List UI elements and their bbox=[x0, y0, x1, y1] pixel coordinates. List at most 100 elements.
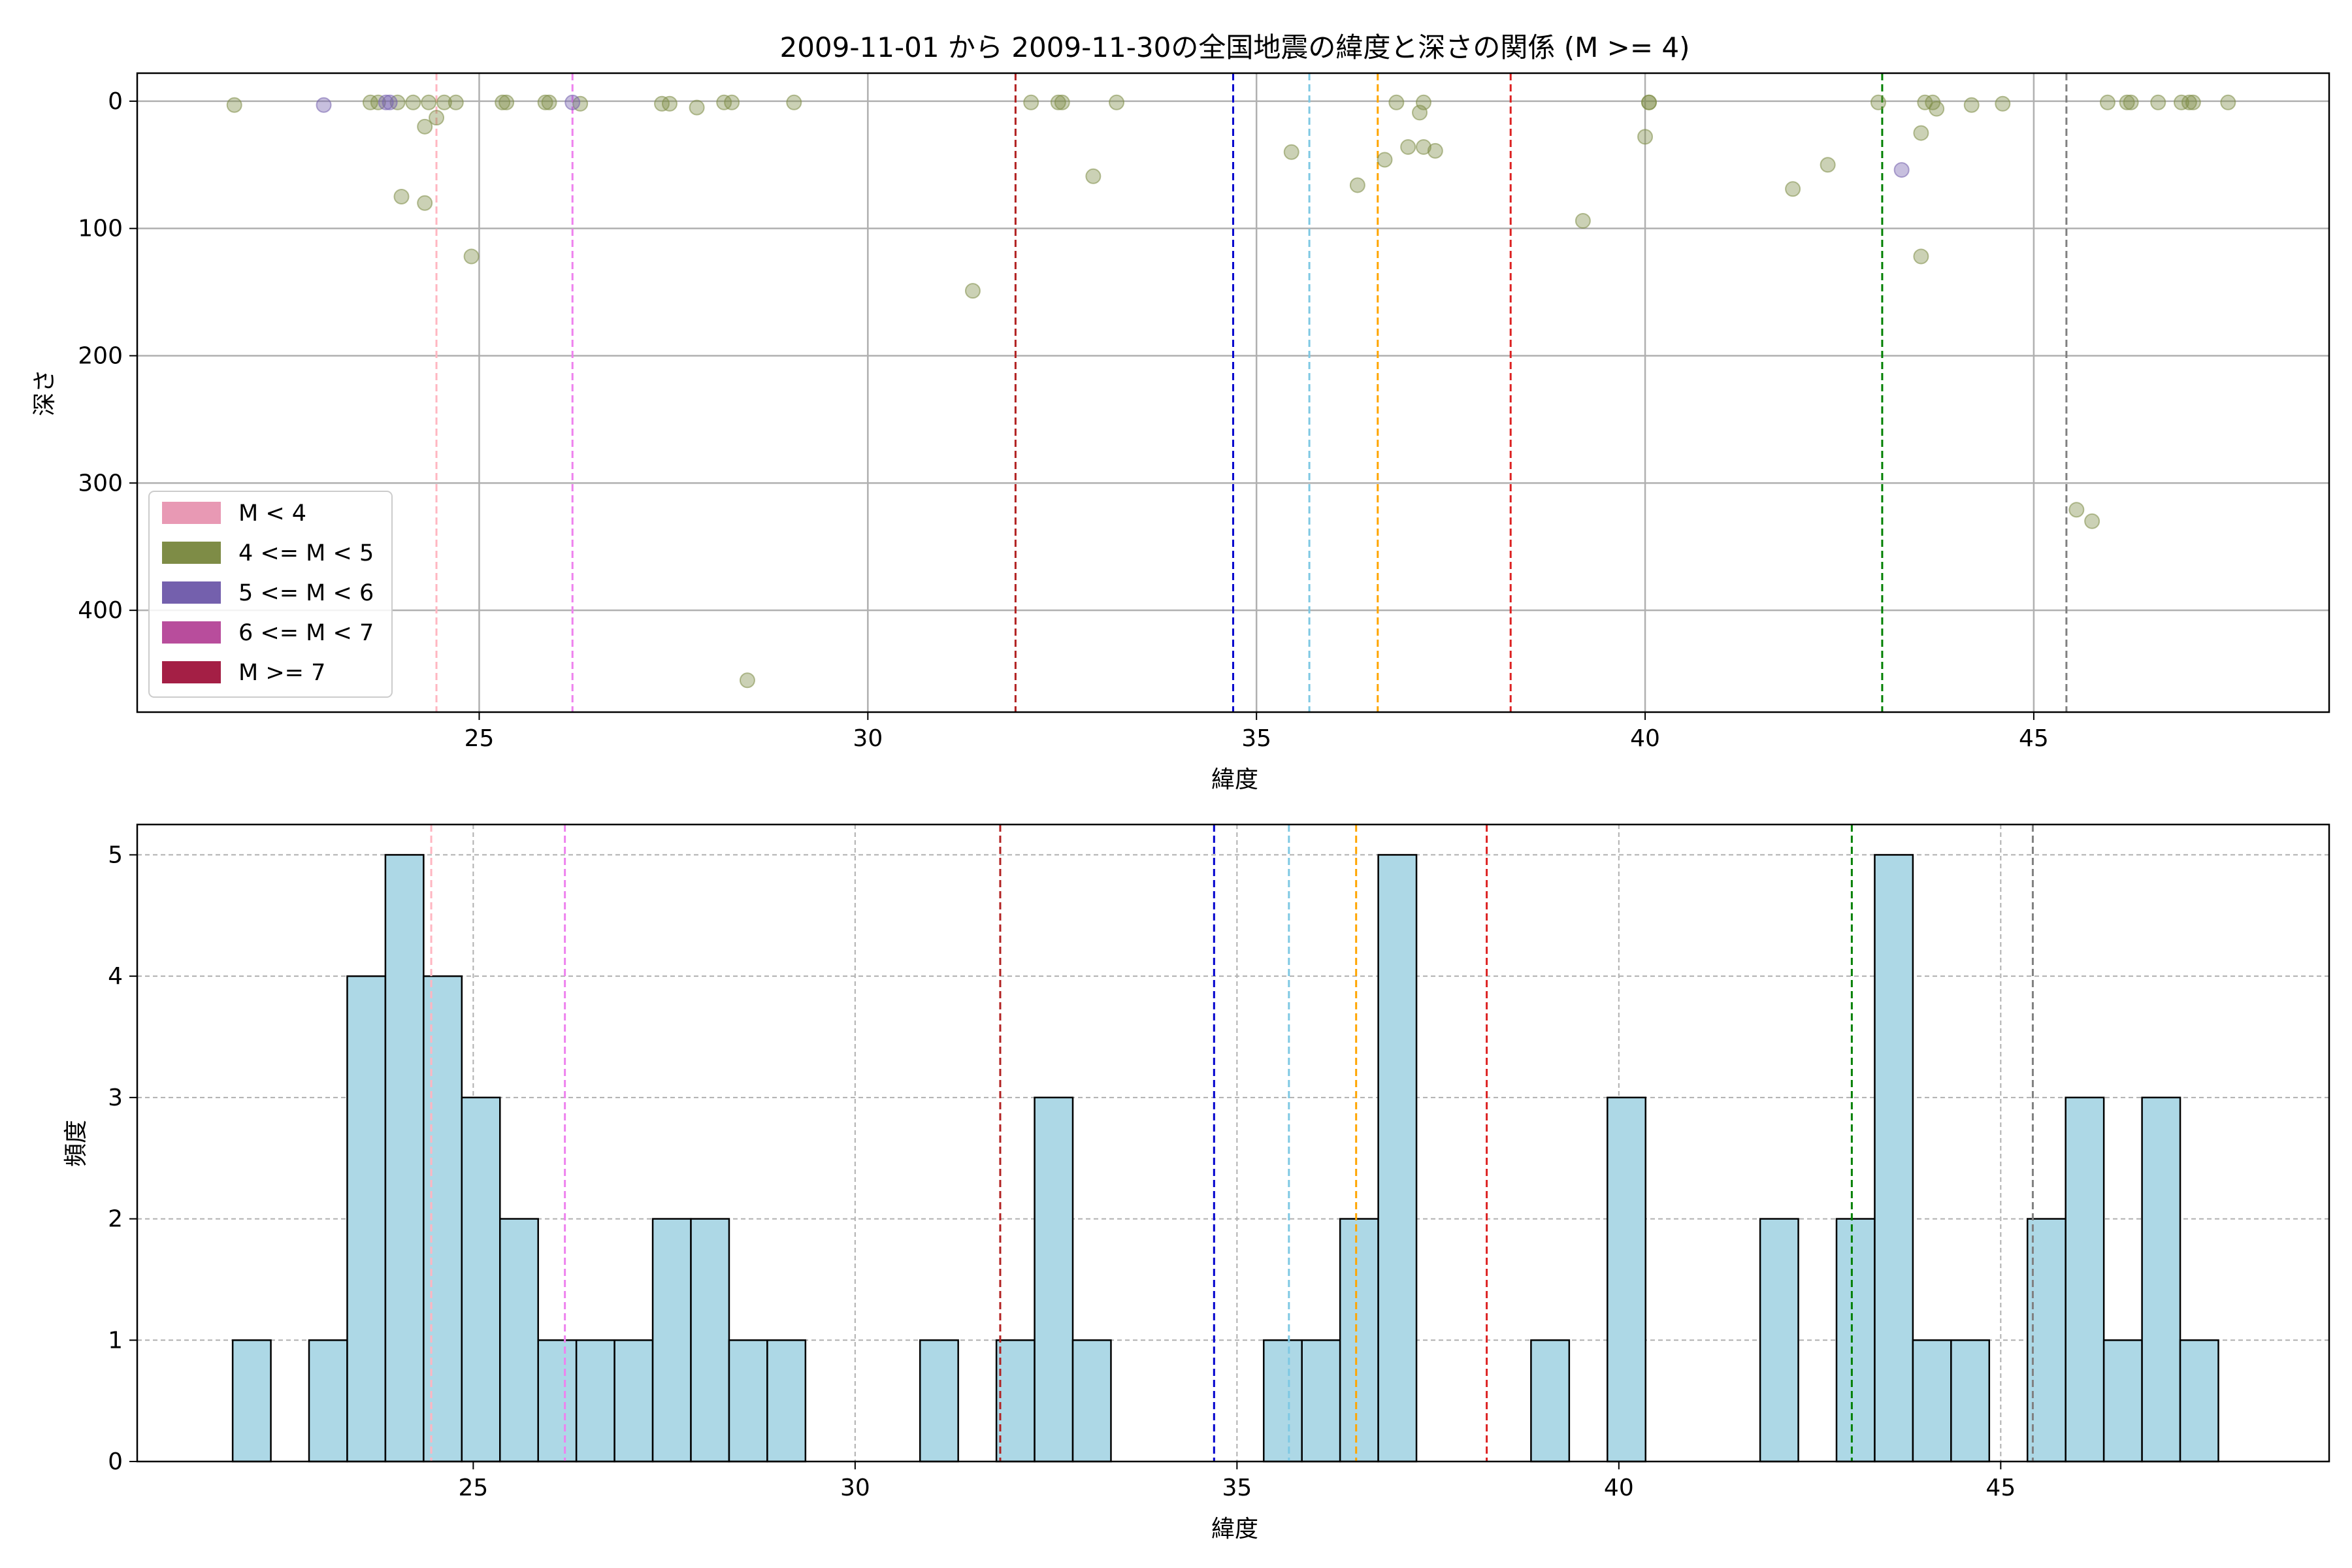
histogram-bar bbox=[2179, 1339, 2219, 1463]
scatter-point-m5-6 bbox=[378, 94, 394, 110]
histogram-reference-lines bbox=[430, 825, 2034, 1462]
scatter-point-m4-5 bbox=[436, 94, 452, 110]
histogram-bar bbox=[919, 1339, 959, 1463]
scatter-reference-lines bbox=[435, 73, 2068, 712]
histogram-bar bbox=[1912, 1339, 1952, 1463]
scatter-point-m4-5 bbox=[1054, 94, 1070, 110]
histogram-bar bbox=[766, 1339, 807, 1463]
histogram-bar bbox=[995, 1339, 1036, 1463]
scatter-x-tick-label: 40 bbox=[1630, 725, 1660, 752]
histogram-bar bbox=[423, 975, 463, 1463]
histogram-bar bbox=[1950, 1339, 1991, 1463]
histogram-bar bbox=[1339, 1218, 1379, 1463]
scatter-point-m4-5 bbox=[1641, 94, 1657, 110]
scatter-y-axis-label: 深さ bbox=[31, 369, 58, 416]
scatter-x-tick-label: 45 bbox=[2019, 725, 2049, 752]
scatter-y-tick-label: 200 bbox=[78, 343, 123, 370]
scatter-point-m4-5 bbox=[1400, 139, 1416, 155]
scatter-point-m4-5 bbox=[2185, 94, 2201, 110]
histogram-bar bbox=[346, 975, 387, 1463]
scatter-point-m4-5 bbox=[1995, 95, 2011, 112]
scatter-point-m4-5 bbox=[405, 94, 421, 110]
scatter-point-m4-5 bbox=[2123, 94, 2139, 110]
legend-swatch bbox=[162, 581, 221, 604]
histogram-y-ticks: 0 1 2 3 4 5 bbox=[108, 841, 137, 1475]
histogram-bar bbox=[1377, 854, 1418, 1463]
scatter-point-m4-5 bbox=[1085, 168, 1102, 184]
scatter-point-m5-6 bbox=[564, 94, 581, 110]
histogram-x-ticks: 25 30 35 40 45 bbox=[458, 1462, 2016, 1501]
scatter-point-m4-5 bbox=[786, 94, 802, 110]
legend-swatch bbox=[162, 661, 221, 683]
scatter-point-m4-5 bbox=[417, 118, 433, 135]
histogram-bar bbox=[1874, 854, 1914, 1463]
histogram-x-tick-label: 25 bbox=[458, 1475, 488, 1501]
scatter-y-tick-label: 400 bbox=[78, 597, 123, 624]
scatter-point-m4-5 bbox=[417, 195, 433, 211]
legend-label: 5 <= M < 6 bbox=[238, 580, 374, 606]
scatter-x-tick-label: 30 bbox=[853, 725, 883, 752]
scatter-points bbox=[226, 94, 2236, 689]
scatter-title: 2009-11-01 から 2009-11-30の全国地震の緯度と深さの関係 (… bbox=[779, 31, 1690, 63]
scatter-panel: 2009-11-01 から 2009-11-30の全国地震の緯度と深さの関係 (… bbox=[31, 31, 2330, 793]
legend-swatch bbox=[162, 542, 221, 564]
scatter-point-m4-5 bbox=[1637, 129, 1654, 145]
histogram-bar bbox=[2102, 1339, 2143, 1463]
histogram-bar bbox=[1263, 1339, 1303, 1463]
histogram-y-axis-label: 頻度 bbox=[63, 1120, 90, 1167]
histogram-bar bbox=[308, 1339, 348, 1463]
scatter-x-tick-label: 25 bbox=[465, 725, 495, 752]
histogram-bar bbox=[651, 1218, 692, 1463]
legend-label: 6 <= M < 7 bbox=[238, 620, 374, 646]
scatter-point-m4-5 bbox=[1415, 94, 1431, 110]
histogram-bar bbox=[1071, 1339, 1112, 1463]
histogram-bar bbox=[690, 1218, 730, 1463]
legend-label: M < 4 bbox=[238, 500, 306, 527]
scatter-plot-frame bbox=[136, 72, 2330, 713]
scatter-y-tick-label: 100 bbox=[78, 216, 123, 242]
histogram-y-tick-label: 3 bbox=[108, 1085, 123, 1111]
scatter-point-m4-5 bbox=[1283, 144, 1299, 160]
histogram-bars bbox=[231, 854, 2219, 1463]
histogram-x-tick-label: 40 bbox=[1604, 1475, 1634, 1501]
scatter-point-m4-5 bbox=[1785, 181, 1801, 197]
scatter-point-m5-6 bbox=[382, 94, 398, 110]
scatter-point-m4-5 bbox=[1913, 125, 1929, 141]
histogram-x-tick-label: 30 bbox=[840, 1475, 870, 1501]
legend-items: M < 4 4 <= M < 5 5 <= M < 6 6 <= M < 7 M >= … bbox=[162, 500, 374, 686]
histogram-bar bbox=[1034, 1096, 1074, 1463]
scatter-x-axis-label: 緯度 bbox=[1211, 766, 1258, 793]
histogram-bar bbox=[1530, 1339, 1571, 1463]
scatter-point-m4-5 bbox=[1109, 94, 1125, 110]
histogram-bar bbox=[1301, 1339, 1341, 1463]
scatter-point-m4-5 bbox=[1870, 94, 1886, 110]
histogram-grid bbox=[137, 825, 2329, 1462]
histogram-bar bbox=[231, 1339, 272, 1463]
scatter-point-m4-5 bbox=[1050, 94, 1066, 110]
scatter-point-m4-5 bbox=[1820, 157, 1836, 173]
scatter-point-m4-5 bbox=[1415, 139, 1431, 155]
scatter-point-m4-5 bbox=[498, 94, 515, 110]
scatter-point-m4-5 bbox=[2084, 513, 2100, 529]
scatter-point-m4-5 bbox=[541, 94, 557, 110]
scatter-point-m4-5 bbox=[2068, 502, 2085, 518]
legend-label: M >= 7 bbox=[238, 660, 325, 686]
histogram-bar bbox=[499, 1218, 539, 1463]
scatter-x-tick-label: 35 bbox=[1241, 725, 1271, 752]
scatter-point-m4-5 bbox=[463, 248, 480, 265]
scatter-y-ticks: 0 100 200 300 400 bbox=[78, 88, 137, 624]
scatter-point-m4-5 bbox=[1349, 177, 1365, 193]
histogram-bar bbox=[728, 1339, 768, 1463]
scatter-point-m4-5 bbox=[689, 99, 705, 116]
scatter-point-m4-5 bbox=[421, 94, 437, 110]
scatter-point-m4-5 bbox=[572, 95, 589, 112]
histogram-bar bbox=[575, 1339, 615, 1463]
legend-label: 4 <= M < 5 bbox=[238, 540, 374, 566]
histogram-x-tick-label: 35 bbox=[1222, 1475, 1252, 1501]
scatter-point-m4-5 bbox=[448, 94, 464, 110]
scatter-point-m4-5 bbox=[1963, 97, 1980, 113]
histogram-x-tick-label: 45 bbox=[1985, 1475, 2016, 1501]
legend: M < 4 4 <= M < 5 5 <= M < 6 6 <= M < 7 M >= … bbox=[148, 491, 393, 698]
histogram-x-axis-label: 緯度 bbox=[1211, 1516, 1258, 1543]
